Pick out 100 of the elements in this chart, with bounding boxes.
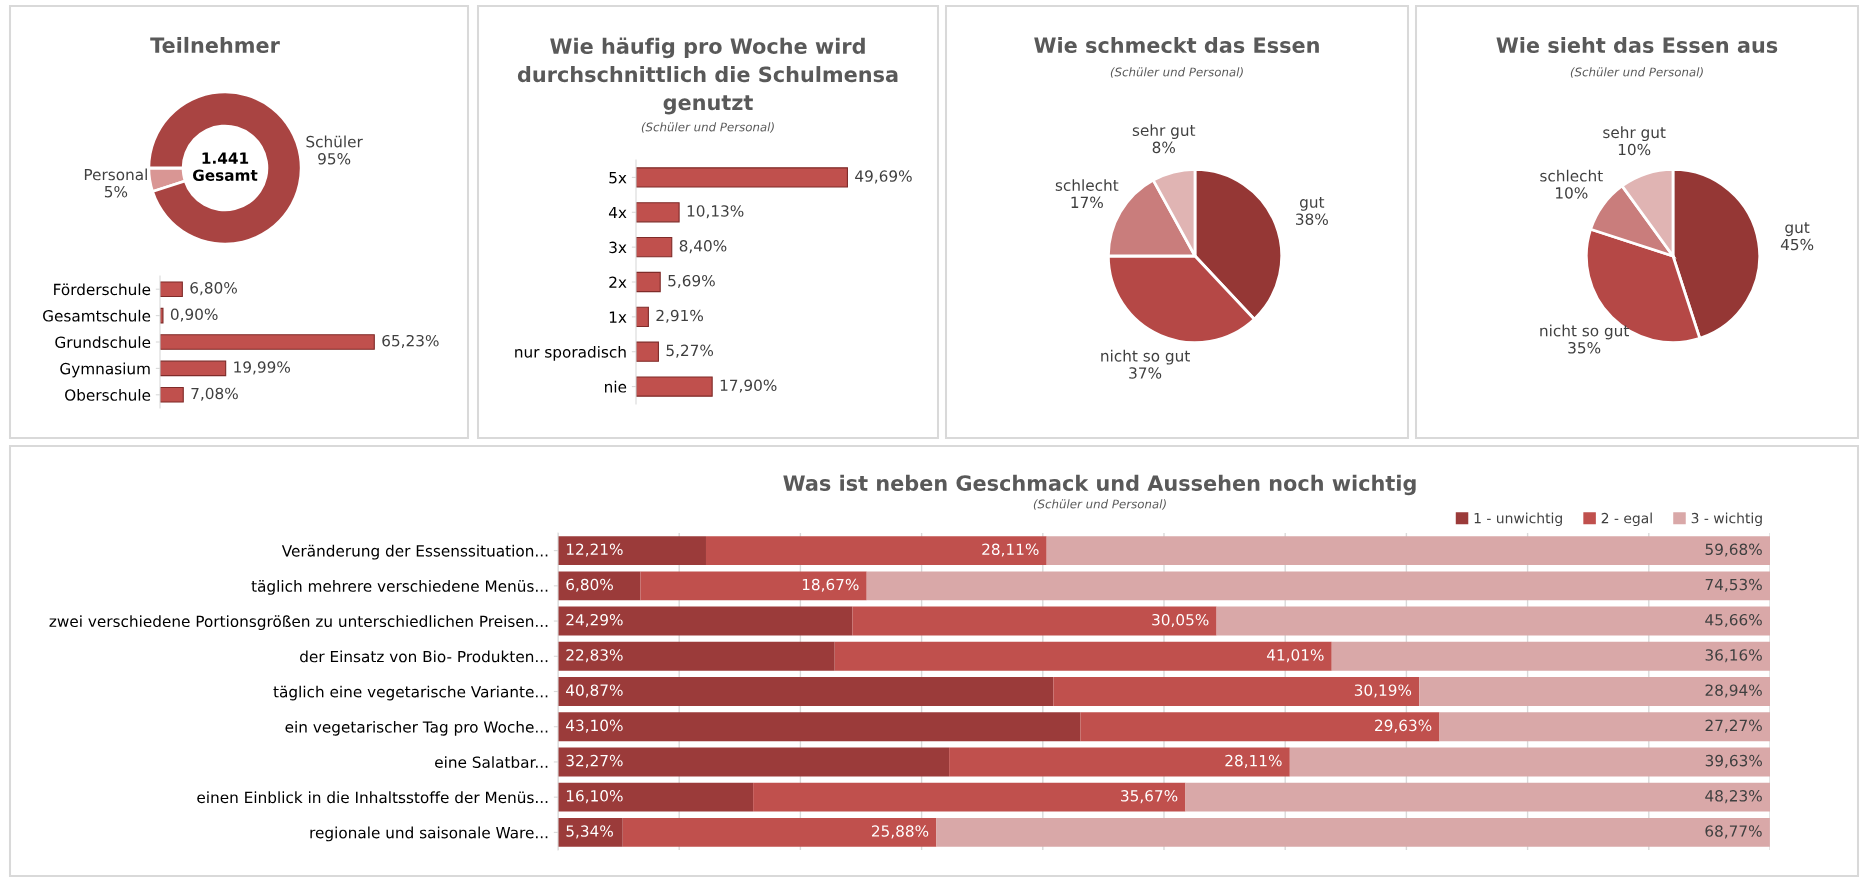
data-label: 5,69% (668, 274, 715, 288)
bar (936, 817, 1770, 847)
y-tick-label: 4x (608, 206, 627, 219)
y-tick-label: 2x (609, 276, 627, 288)
data-label: 49,69% (855, 170, 912, 184)
chart-title: Was ist neben Geschmack und Aussehen noch wichtig (783, 474, 1416, 496)
chart-subtitle: (Schüler und Personal) (1570, 67, 1703, 78)
data-label: 37% (1129, 367, 1162, 379)
chart-title: Wie schmeckt das Essen (1034, 36, 1319, 54)
data-label: 18,67% (802, 578, 859, 592)
bar (705, 536, 1047, 566)
data-label: 2,91% (656, 309, 704, 323)
y-tick-label: Grundschule (55, 336, 151, 349)
slice-label: schlecht (1055, 179, 1119, 191)
data-label: 12,21% (566, 543, 623, 557)
slice-label: schlecht (1540, 169, 1603, 182)
y-tick-label: täglich eine vegetarische Variante... (273, 685, 548, 701)
data-label: 8% (1152, 141, 1176, 154)
data-label: 25,88% (871, 825, 929, 839)
bar (949, 747, 1290, 777)
bar (636, 237, 673, 258)
chart-subtitle: (Schüler und Personal) (1033, 499, 1166, 510)
bar (1080, 712, 1440, 742)
bar (834, 641, 1332, 671)
bar (160, 360, 227, 377)
data-label: 41,01% (1266, 649, 1324, 663)
slice-label: nicht so gut (1540, 324, 1629, 340)
bar (866, 571, 1770, 601)
y-tick-label: regionale und saisonale Ware... (310, 826, 548, 842)
bar (640, 571, 867, 601)
bar (1419, 677, 1770, 706)
data-label: 74,53% (1705, 578, 1762, 592)
bar (1439, 712, 1770, 742)
y-tick-label: zwei verschiedene Portionsgrößen zu unterschiedlichen Preisen... (49, 615, 548, 631)
bar (160, 386, 184, 403)
bar (558, 641, 835, 671)
legend-label: 2 - egal (1601, 512, 1652, 527)
bar (753, 782, 1186, 812)
y-tick-label: nur sporadisch (515, 345, 626, 361)
bar (636, 167, 848, 188)
slice-label: sehr gut (1132, 124, 1196, 139)
data-label: 43,10% (566, 719, 623, 733)
data-label: 5% (104, 185, 128, 198)
data-label: 28,94% (1705, 684, 1762, 698)
data-label: 17,90% (720, 379, 777, 393)
data-label: 5,27% (666, 344, 714, 358)
y-tick-label: 1x (609, 311, 627, 323)
bar (1216, 606, 1770, 636)
legend-label: 3 - wichtig (1691, 512, 1762, 527)
donut-slice (147, 90, 303, 246)
data-label: 0,90% (170, 308, 218, 322)
chart-subtitle: (Schüler und Personal) (1110, 67, 1243, 78)
bar (636, 376, 713, 397)
slice-label: gut (1785, 222, 1810, 237)
y-tick-label: ein vegetarischer Tag pro Woche... (285, 720, 548, 736)
slice-label: gut (1300, 196, 1325, 211)
y-tick-label: einen Einblick in die Inhaltsstoffe der Menüs... (197, 791, 548, 804)
data-label: 32,27% (566, 754, 623, 768)
bar (558, 712, 1081, 742)
bar (558, 677, 1054, 706)
data-label: 10% (1618, 143, 1651, 156)
y-tick-label: eine Salatbar... (435, 756, 548, 768)
chart-title: Wie häufig pro Woche wird durchschnittlich die Schulmensa genutzt (517, 37, 898, 115)
y-tick-label: täglich mehrere verschiedene Menüs... (251, 580, 548, 595)
y-tick-label: Veränderung der Essenssituation... (281, 544, 548, 560)
bar (636, 341, 659, 362)
data-label: 45,66% (1705, 613, 1762, 628)
data-label: 48,23% (1705, 790, 1762, 804)
bar (558, 606, 853, 636)
data-label: 36,16% (1705, 649, 1762, 663)
y-tick-label: 5x (609, 172, 627, 184)
bar (558, 747, 950, 777)
data-label: 22,83% (566, 649, 623, 663)
data-label: 35,67% (1121, 790, 1178, 804)
slice-label: nicht so gut (1101, 349, 1190, 365)
data-label: 6,80% (190, 282, 237, 296)
chart-title: Wie sieht das Essen aus (1496, 36, 1778, 54)
data-label: 6,80% (566, 578, 613, 592)
text: 1.441 Gesamt (193, 152, 258, 181)
slice-label: Personal (84, 168, 147, 181)
bar (1053, 677, 1420, 706)
y-tick-label: nie (605, 380, 627, 393)
data-label: 38% (1296, 213, 1328, 225)
chart-title: Teilnehmer (150, 36, 280, 54)
data-label: 10,13% (687, 205, 744, 219)
data-label: 5,34% (566, 825, 613, 839)
data-label: 24,29% (566, 613, 623, 628)
data-label: 45% (1780, 238, 1814, 251)
bar (636, 271, 661, 293)
data-label: 65,23% (382, 334, 439, 348)
data-label: 59,68% (1705, 543, 1762, 557)
y-tick-label: Oberschule (65, 389, 151, 401)
bar (160, 281, 183, 298)
bar (622, 817, 937, 847)
data-label: 19,99% (234, 361, 291, 375)
data-label: 28,11% (1225, 754, 1282, 768)
data-label: 7,08% (191, 387, 238, 401)
y-tick-label: Förderschule (54, 283, 151, 296)
data-label: 68,77% (1705, 825, 1762, 839)
bar (852, 606, 1217, 636)
